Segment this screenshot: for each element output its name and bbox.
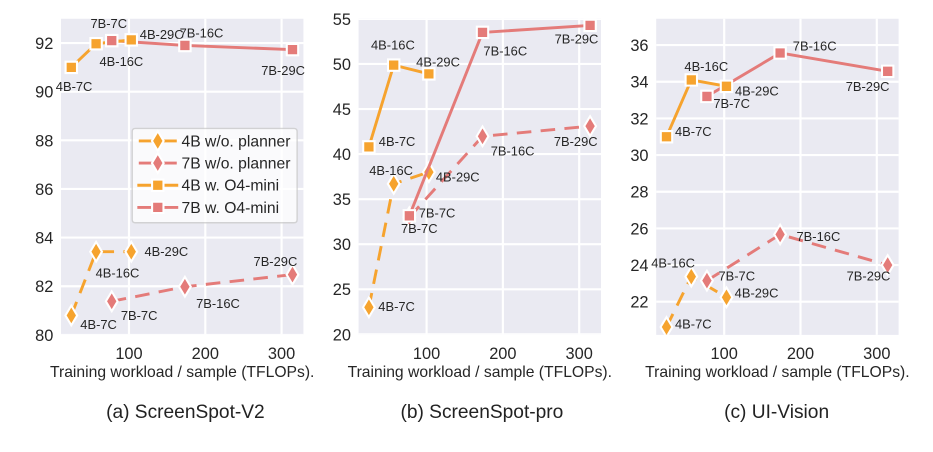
svg-text:4B w. O4-mini: 4B w. O4-mini <box>181 178 279 195</box>
svg-text:20: 20 <box>333 326 351 344</box>
svg-text:4B-7C: 4B-7C <box>379 134 416 149</box>
svg-text:7B-7C: 7B-7C <box>419 205 456 220</box>
svg-text:26: 26 <box>630 220 648 238</box>
svg-text:7B-29C: 7B-29C <box>555 31 599 46</box>
svg-text:200: 200 <box>192 345 219 363</box>
svg-text:36: 36 <box>630 37 648 55</box>
svg-text:92: 92 <box>35 35 53 53</box>
svg-text:40: 40 <box>333 146 351 164</box>
svg-text:80: 80 <box>35 327 53 345</box>
svg-text:7B-16C: 7B-16C <box>196 296 240 311</box>
svg-text:28: 28 <box>630 184 648 202</box>
svg-text:7B-29C: 7B-29C <box>261 63 305 78</box>
svg-text:4B-16C: 4B-16C <box>96 265 140 280</box>
svg-text:90: 90 <box>35 84 53 102</box>
svg-text:100: 100 <box>115 345 142 363</box>
svg-text:4B-29C: 4B-29C <box>140 27 184 42</box>
svg-text:7B-29C: 7B-29C <box>554 134 598 149</box>
svg-text:7B-16C: 7B-16C <box>180 25 224 40</box>
svg-text:300: 300 <box>268 345 295 363</box>
svg-text:7B-7C: 7B-7C <box>401 221 438 236</box>
svg-text:7B w. O4-mini: 7B w. O4-mini <box>181 200 279 217</box>
svg-text:4B-7C: 4B-7C <box>675 124 712 139</box>
svg-text:(b) ScreenSpot-pro: (b) ScreenSpot-pro <box>400 402 563 423</box>
svg-text:4B-29C: 4B-29C <box>144 244 188 259</box>
svg-text:4B-29C: 4B-29C <box>436 170 480 185</box>
svg-text:4B-7C: 4B-7C <box>675 316 712 331</box>
svg-text:24: 24 <box>630 257 648 275</box>
svg-text:7B-7C: 7B-7C <box>713 96 750 111</box>
svg-text:Training workload / sample (TF: Training workload / sample (TFLOPs). <box>50 364 314 381</box>
svg-text:4B-29C: 4B-29C <box>416 54 460 69</box>
svg-text:4B-16C: 4B-16C <box>371 37 415 52</box>
svg-text:30: 30 <box>630 147 648 165</box>
svg-text:4B-7C: 4B-7C <box>378 299 415 314</box>
svg-text:7B-29C: 7B-29C <box>254 254 298 269</box>
svg-text:(a) ScreenSpot-V2: (a) ScreenSpot-V2 <box>106 402 265 423</box>
svg-text:86: 86 <box>35 181 53 199</box>
svg-text:Training workload / sample (TF: Training workload / sample (TFLOPs). <box>348 364 612 381</box>
svg-text:4B-29C: 4B-29C <box>735 84 779 99</box>
svg-text:88: 88 <box>35 132 53 150</box>
svg-text:7B-16C: 7B-16C <box>793 38 837 53</box>
svg-text:25: 25 <box>333 281 351 299</box>
svg-text:7B-16C: 7B-16C <box>797 229 841 244</box>
svg-text:300: 300 <box>566 345 593 363</box>
svg-text:4B w/o. planner: 4B w/o. planner <box>181 133 290 150</box>
svg-text:7B-7C: 7B-7C <box>718 269 755 284</box>
svg-text:4B-7C: 4B-7C <box>56 79 93 94</box>
svg-text:(c) UI-Vision: (c) UI-Vision <box>724 402 829 423</box>
svg-text:4B-29C: 4B-29C <box>735 285 779 300</box>
svg-text:22: 22 <box>630 294 648 312</box>
svg-text:4B-16C: 4B-16C <box>651 255 695 270</box>
svg-text:84: 84 <box>35 230 53 248</box>
svg-text:55: 55 <box>333 11 351 29</box>
svg-text:7B-29C: 7B-29C <box>847 268 891 283</box>
svg-text:200: 200 <box>489 345 516 363</box>
svg-text:300: 300 <box>863 345 890 363</box>
svg-text:35: 35 <box>333 191 351 209</box>
svg-text:32: 32 <box>630 110 648 128</box>
svg-text:100: 100 <box>711 345 738 363</box>
svg-text:100: 100 <box>413 345 440 363</box>
svg-text:7B-16C: 7B-16C <box>491 144 535 159</box>
svg-text:200: 200 <box>787 345 814 363</box>
svg-text:7B-16C: 7B-16C <box>483 43 527 58</box>
svg-text:4B-16C: 4B-16C <box>99 54 143 69</box>
svg-text:30: 30 <box>333 236 351 254</box>
svg-text:7B w/o. planner: 7B w/o. planner <box>181 156 290 173</box>
svg-text:4B-16C: 4B-16C <box>684 59 728 74</box>
svg-text:4B-16C: 4B-16C <box>369 163 413 178</box>
svg-text:50: 50 <box>333 56 351 74</box>
svg-text:45: 45 <box>333 101 351 119</box>
svg-text:4B-7C: 4B-7C <box>80 317 117 332</box>
svg-text:82: 82 <box>35 278 53 296</box>
svg-text:7B-7C: 7B-7C <box>121 308 158 323</box>
svg-text:34: 34 <box>630 74 648 92</box>
svg-text:Training workload / sample (TF: Training workload / sample (TFLOPs). <box>645 364 909 381</box>
svg-text:7B-7C: 7B-7C <box>90 16 127 31</box>
svg-text:7B-29C: 7B-29C <box>846 79 890 94</box>
